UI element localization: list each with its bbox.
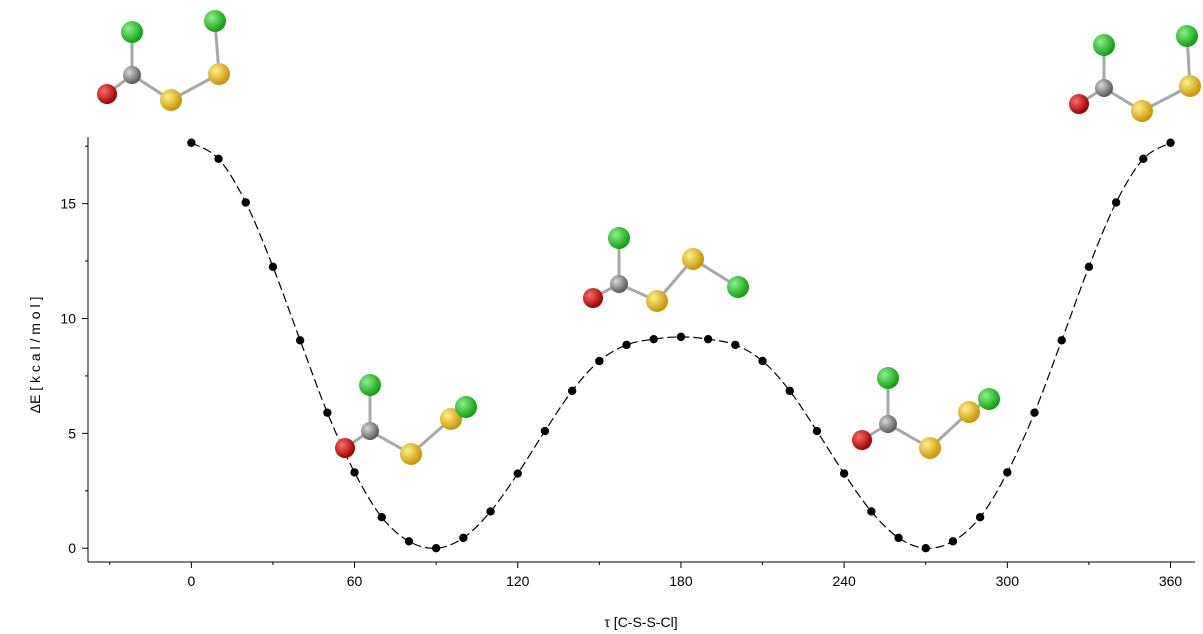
data-point xyxy=(867,507,876,516)
carbon-atom xyxy=(361,422,379,440)
x-axis-title: τ [C-S-S-Cl] xyxy=(604,614,677,630)
y-tick-label: 10 xyxy=(60,310,76,326)
molecule-conformer-0 xyxy=(97,10,230,111)
carbon-atom xyxy=(879,415,897,433)
y-axis-title: ΔE [ k c a l / m o l ] xyxy=(27,297,43,414)
data-point xyxy=(567,386,577,396)
sulfur-atom xyxy=(440,408,462,430)
data-point xyxy=(1166,138,1175,147)
x-tick-label: 60 xyxy=(347,573,363,589)
molecule-conformer-90 xyxy=(335,374,477,465)
data-point xyxy=(1084,262,1094,271)
data-point xyxy=(377,513,386,522)
y-ticks: 0 5 10 15 xyxy=(60,145,88,556)
y-tick-label: 0 xyxy=(68,540,76,556)
oxygen-atom xyxy=(852,430,872,450)
chlorine-atom xyxy=(359,374,381,396)
data-point xyxy=(1139,154,1148,164)
data-point xyxy=(268,262,278,271)
sulfur-atom xyxy=(1179,75,1201,97)
data-points xyxy=(187,138,1175,553)
x-tick-label: 120 xyxy=(506,573,530,589)
sulfur-atom xyxy=(646,290,668,312)
y-tick-label: 15 xyxy=(60,196,76,212)
data-point xyxy=(540,426,550,436)
data-point xyxy=(894,533,903,543)
chlorine-atom xyxy=(204,10,226,32)
x-tick-label: 360 xyxy=(1159,573,1183,589)
sulfur-atom xyxy=(160,89,182,111)
data-point xyxy=(350,468,359,477)
chlorine-atom xyxy=(455,396,477,418)
sulfur-atom xyxy=(919,437,941,459)
oxygen-atom xyxy=(335,438,355,458)
data-point xyxy=(323,408,332,417)
data-point xyxy=(214,154,223,164)
data-point xyxy=(758,356,767,366)
fit-curve xyxy=(191,142,1171,549)
data-point xyxy=(676,332,686,342)
chlorine-atom xyxy=(608,227,630,249)
data-point xyxy=(1003,468,1012,477)
data-point xyxy=(459,533,468,543)
x-tick-label: 0 xyxy=(187,573,195,589)
chlorine-atom xyxy=(1176,25,1198,47)
data-point xyxy=(1030,408,1039,417)
molecule-conformer-270 xyxy=(852,367,1000,459)
chlorine-atom xyxy=(978,388,1000,410)
x-tick-label: 300 xyxy=(996,573,1020,589)
data-point xyxy=(839,469,849,478)
data-point xyxy=(975,513,985,522)
sulfur-atom xyxy=(1131,100,1153,122)
chlorine-atom xyxy=(727,276,749,298)
data-point xyxy=(1111,198,1121,207)
molecule-conformer-360 xyxy=(1069,25,1201,122)
data-point xyxy=(241,198,250,207)
data-point xyxy=(785,386,794,396)
data-point xyxy=(649,334,658,344)
data-point xyxy=(595,356,604,366)
data-point xyxy=(812,426,822,436)
x-tick-label: 240 xyxy=(832,573,856,589)
data-point xyxy=(431,544,441,553)
carbon-atom xyxy=(1095,79,1113,97)
sulfur-atom xyxy=(682,248,704,270)
oxygen-atom xyxy=(1069,94,1089,114)
x-tick-label: 180 xyxy=(669,573,693,589)
chlorine-atom xyxy=(877,367,899,389)
data-point xyxy=(1057,336,1066,345)
data-point xyxy=(622,340,631,350)
axes xyxy=(87,137,1195,563)
chlorine-atom xyxy=(1093,34,1115,56)
data-point xyxy=(703,334,713,344)
data-point xyxy=(187,138,196,147)
sulfur-atom xyxy=(958,401,980,423)
data-point xyxy=(513,469,522,478)
carbon-atom xyxy=(123,66,141,84)
sulfur-atom xyxy=(400,443,422,465)
carbon-atom xyxy=(610,275,628,293)
data-point xyxy=(731,340,740,350)
x-ticks: 0 60 120 180 240 300 360 xyxy=(109,562,1183,589)
data-point xyxy=(486,507,495,516)
data-point xyxy=(948,537,958,546)
data-point xyxy=(404,537,414,546)
y-tick-label: 5 xyxy=(68,425,76,441)
oxygen-atom xyxy=(583,288,603,308)
oxygen-atom xyxy=(97,84,117,104)
sulfur-atom xyxy=(208,63,230,85)
chlorine-atom xyxy=(121,21,143,43)
molecule-conformer-180 xyxy=(583,227,749,312)
data-point xyxy=(295,336,305,345)
data-point xyxy=(921,544,930,553)
